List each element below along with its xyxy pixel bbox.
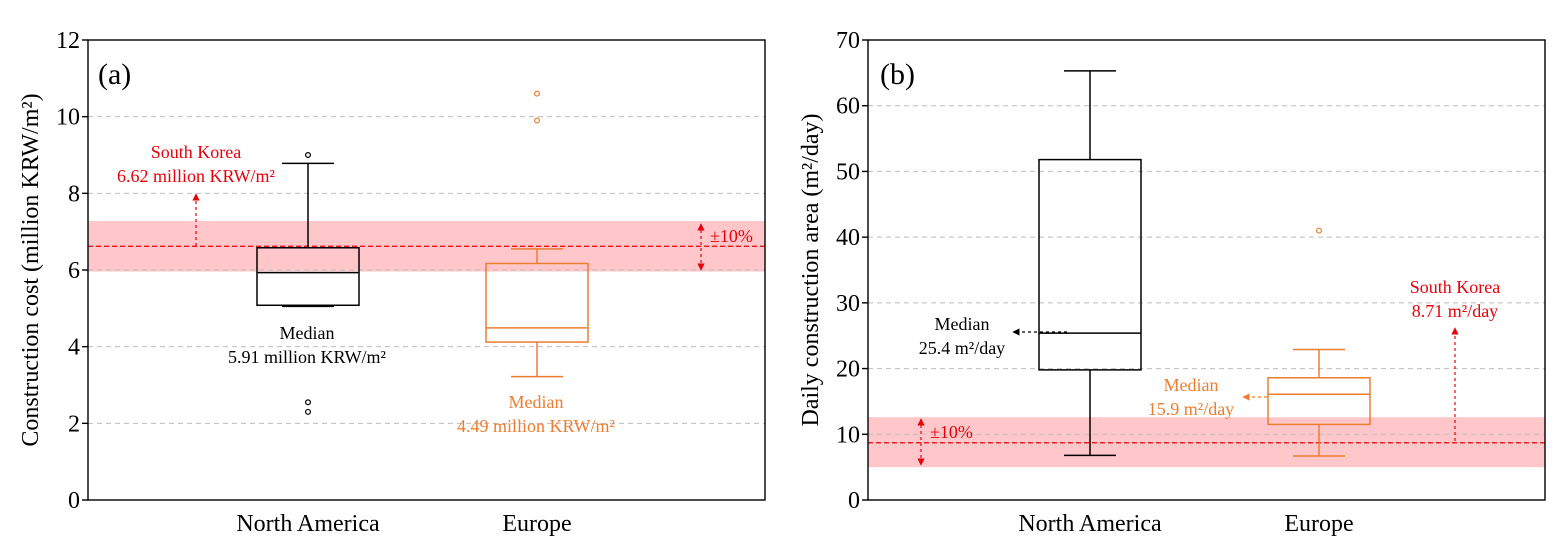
panel-a-ytick-label: 4 <box>68 335 80 361</box>
panel-a-ytick-label: 8 <box>68 181 80 207</box>
panel-b-median-eu-label: Median <box>1164 375 1219 395</box>
panel-b-ytick-label: 0 <box>848 488 860 514</box>
panel-b-ytick-label: 40 <box>836 225 860 251</box>
panel-b-median-na-value: 25.4 m²/day <box>919 338 1005 358</box>
panel-b-korea-label: South Korea <box>1410 277 1500 297</box>
panel-a-ytick-label: 12 <box>56 28 80 54</box>
panel-b-ytick-label: 50 <box>836 159 860 185</box>
panel-a-eu-outlier <box>533 117 540 124</box>
panel-a-korea-value: 6.62 million KRW/m² <box>117 166 275 186</box>
panel-b-na-box <box>1038 158 1142 371</box>
panel-b-median-eu-value: 15.9 m²/day <box>1148 399 1234 419</box>
panel-b-xtick-europe: Europe <box>1284 511 1353 537</box>
panel-a-median-eu-label: Median <box>509 392 564 412</box>
panel-a-label: (a) <box>98 58 131 91</box>
panel-b-ytick-label: 30 <box>836 291 860 317</box>
panel-a-median-na-label: Median <box>280 323 335 343</box>
panel-a-eu-box <box>485 262 589 343</box>
panel-a-na-box <box>256 247 360 307</box>
panel-a-korea-label: South Korea <box>151 142 241 162</box>
panel-a-na-outlier <box>305 152 312 159</box>
panel-a-ytick-label: 0 <box>68 488 80 514</box>
panel-b-korea-value: 8.71 m²/day <box>1412 301 1498 321</box>
panel-a-na-outlier <box>305 399 312 406</box>
panel-b-median-na-label: Median <box>935 314 990 334</box>
panel-a-median-na-value: 5.91 million KRW/m² <box>228 347 386 367</box>
panel-a-band-label: ±10% <box>710 226 753 246</box>
panel-b-eu-box <box>1267 377 1371 426</box>
panel-b-daily-construction-area: 0 10 20 30 40 50 60 70 (b) Daily construction a… <box>798 28 1546 537</box>
panel-b-band-label: ±10% <box>930 422 973 442</box>
panel-b-ytick-label: 10 <box>836 422 860 448</box>
panel-b-frame <box>867 39 1546 501</box>
panel-b-eu-outlier <box>1315 227 1322 234</box>
panel-a-median-eu-value: 4.49 million KRW/m² <box>457 416 615 436</box>
panel-a-ylabel: Construction cost (million KRW/m²) <box>18 93 44 446</box>
panel-a-xtick-europe: Europe <box>502 511 571 537</box>
panel-a-construction-cost: 0 2 4 6 8 10 12 (a) Construction cost (million… <box>18 28 766 537</box>
panel-b-ytick-label: 60 <box>836 94 860 120</box>
panel-b-xtick-north-america: North America <box>1018 511 1162 537</box>
panel-b-ytick-label: 70 <box>836 28 860 54</box>
panel-a-ytick-label: 2 <box>68 411 80 437</box>
panel-a-ytick-label: 6 <box>68 258 80 284</box>
panel-b-ylabel: Daily construction area (m²/day) <box>798 113 824 426</box>
panel-a-na-outlier <box>305 408 312 415</box>
panel-b-label: (b) <box>880 58 915 91</box>
panel-a-ytick-label: 10 <box>56 105 80 131</box>
panel-a-eu-outlier <box>533 90 540 97</box>
panel-a-xtick-north-america: North America <box>236 511 380 537</box>
panel-b-ytick-label: 20 <box>836 357 860 383</box>
